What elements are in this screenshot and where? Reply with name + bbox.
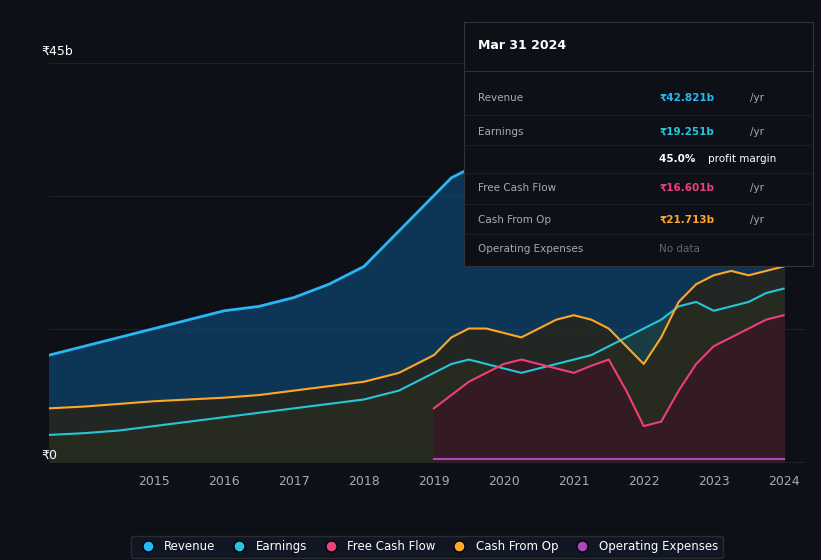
- Text: Revenue: Revenue: [478, 93, 523, 103]
- Text: Earnings: Earnings: [478, 127, 523, 137]
- Text: ₹0: ₹0: [42, 449, 57, 462]
- Text: /yr: /yr: [750, 183, 764, 193]
- Text: /yr: /yr: [750, 93, 764, 103]
- Text: ₹19.251b: ₹19.251b: [659, 127, 714, 137]
- Text: ₹21.713b: ₹21.713b: [659, 214, 714, 225]
- Text: Free Cash Flow: Free Cash Flow: [478, 183, 556, 193]
- Text: /yr: /yr: [750, 127, 764, 137]
- Text: Mar 31 2024: Mar 31 2024: [478, 39, 566, 53]
- Text: ₹42.821b: ₹42.821b: [659, 93, 714, 103]
- Text: /yr: /yr: [750, 214, 764, 225]
- Text: Cash From Op: Cash From Op: [478, 214, 551, 225]
- Legend: Revenue, Earnings, Free Cash Flow, Cash From Op, Operating Expenses: Revenue, Earnings, Free Cash Flow, Cash …: [131, 536, 722, 558]
- Text: Operating Expenses: Operating Expenses: [478, 244, 583, 254]
- Text: ₹16.601b: ₹16.601b: [659, 183, 714, 193]
- Text: No data: No data: [659, 244, 700, 254]
- Text: profit margin: profit margin: [708, 154, 777, 164]
- Text: 45.0%: 45.0%: [659, 154, 699, 164]
- Text: ₹45b: ₹45b: [42, 45, 73, 58]
